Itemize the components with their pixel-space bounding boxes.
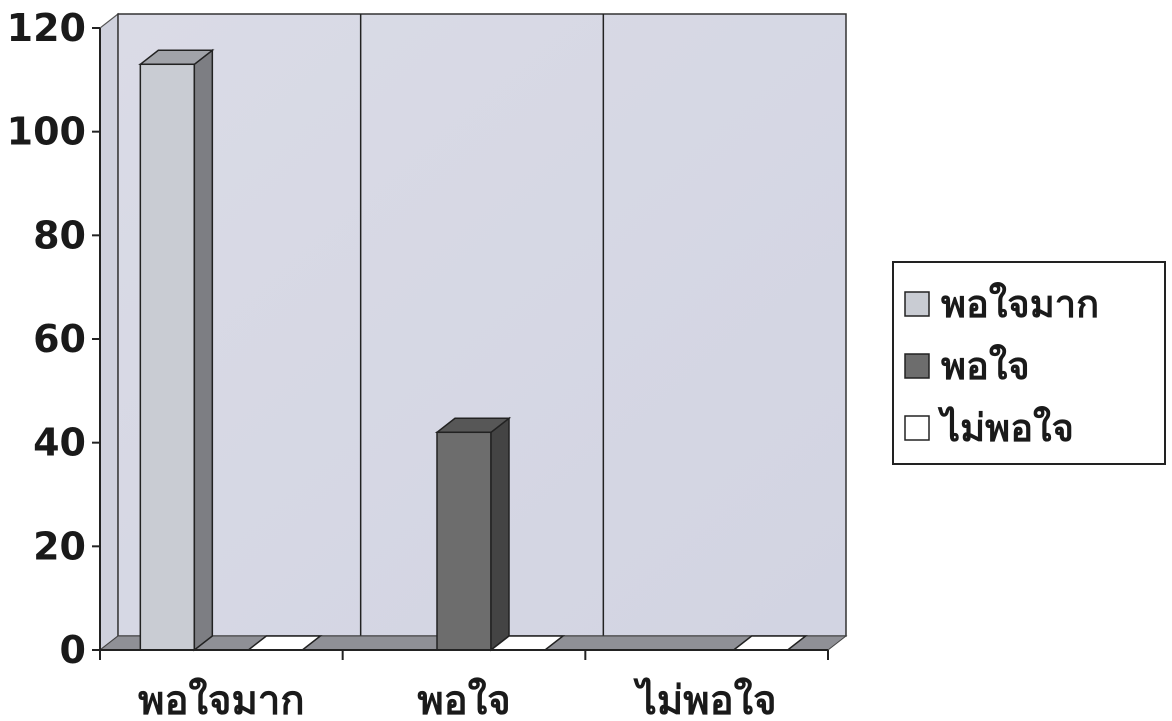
- bar-side: [490, 416, 510, 652]
- bar-1-1: [138, 48, 215, 652]
- x-tick-label: ไม่พอใจ: [633, 677, 777, 721]
- bar-2-2: [434, 416, 512, 652]
- y-tick-label: 20: [33, 524, 86, 568]
- value-axis: 0 20 40 60 80 100 120: [7, 6, 828, 672]
- y-tick-label: 100: [7, 110, 86, 154]
- y-tick-label: 80: [33, 213, 86, 257]
- x-tick-label: พอใจมาก: [138, 677, 304, 721]
- bar-top: [434, 417, 512, 434]
- y-tick-label: 40: [33, 421, 86, 465]
- category-dividers: [359, 14, 605, 636]
- legend-box: [892, 261, 1166, 465]
- bar-group: [138, 48, 808, 652]
- bar-top: [138, 49, 215, 66]
- legend-swatch: [904, 353, 930, 379]
- bar-front: [139, 63, 196, 651]
- bar-front: [436, 431, 492, 651]
- y-tick-label: 60: [33, 317, 86, 361]
- legend-swatch: [904, 415, 930, 441]
- legend-swatch: [904, 291, 930, 317]
- legend-label: พอใจมาก: [941, 282, 1099, 326]
- y-tick-label: 120: [7, 6, 86, 50]
- side-wall: [99, 12, 119, 652]
- legend-label: พอใจ: [941, 344, 1030, 388]
- bar-side: [193, 48, 214, 652]
- legend-label: ไม่พอใจ: [937, 406, 1074, 450]
- x-tick-label: พอใจ: [417, 677, 510, 721]
- category-axis: พอใจมาก พอใจ ไม่พอใจ: [99, 650, 829, 721]
- y-tick-label: 0: [60, 628, 86, 672]
